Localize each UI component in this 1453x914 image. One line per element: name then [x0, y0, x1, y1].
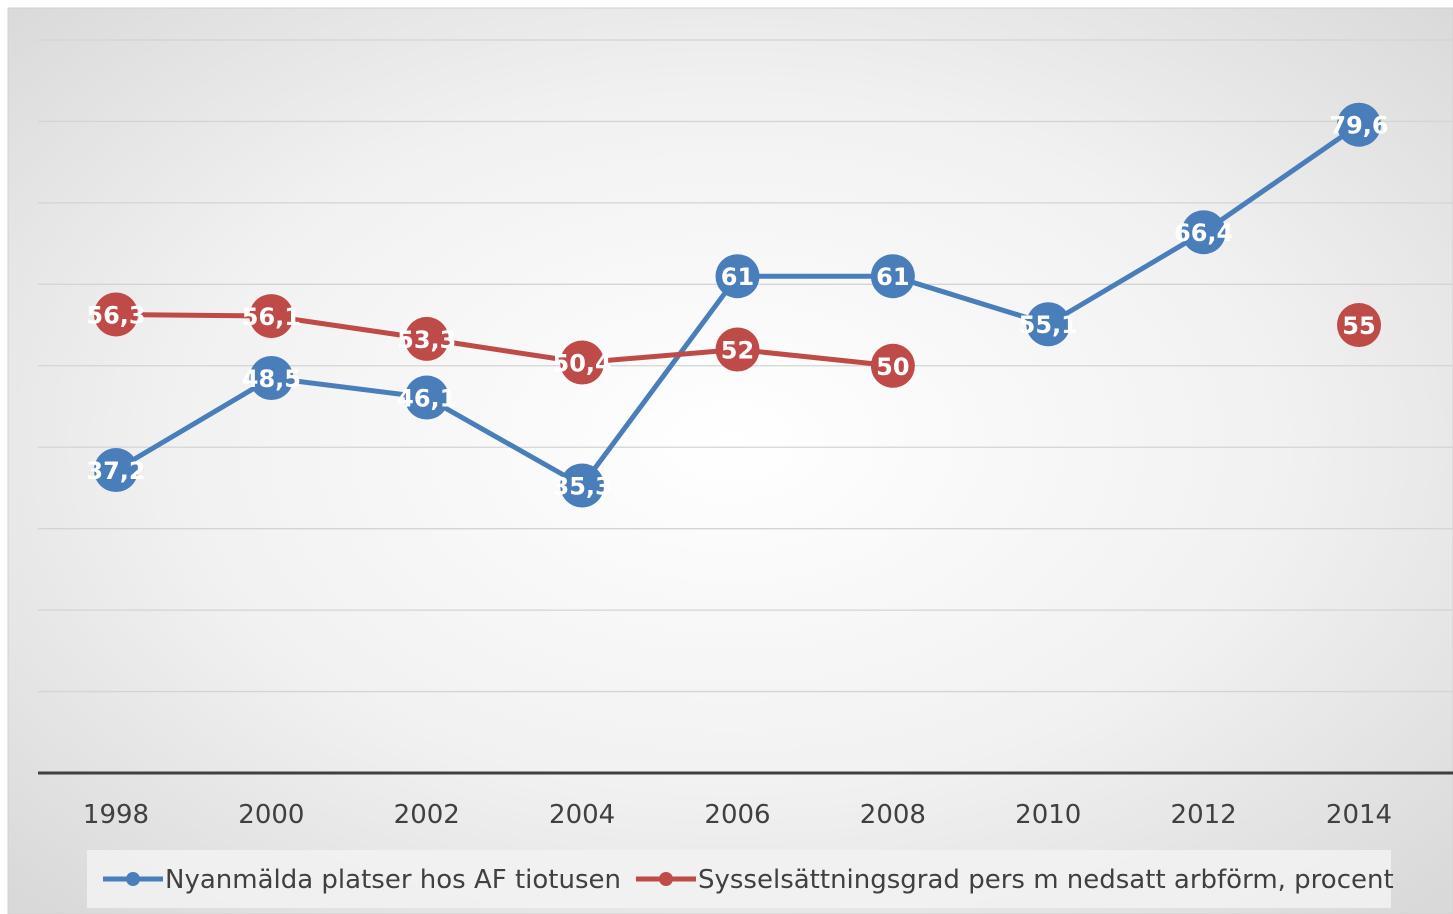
x-tick-label: 2012: [1171, 800, 1237, 830]
x-axis: 1998 2000 2002 2004 2006 2008 2010 2012 2014: [38, 771, 1453, 830]
data-label: 56,3: [86, 301, 145, 329]
data-label: 50,4: [553, 350, 612, 378]
legend-label: Nyanmälda platser hos AF tiotusen: [165, 865, 621, 895]
data-label: 61: [721, 263, 754, 291]
data-point: [870, 254, 915, 299]
data-point: [870, 343, 915, 388]
data-point: [560, 463, 605, 508]
data-label: 61: [876, 263, 909, 291]
x-tick-label: 2004: [549, 800, 615, 830]
series-2: 56,3 56,1 53,3 50,4 52 50 55: [86, 292, 1381, 388]
legend-item-1: Nyanmälda platser hos AF tiotusen: [103, 865, 621, 895]
x-tick-label: 2000: [238, 800, 304, 830]
chart-area: [7, 7, 1453, 914]
data-label: 48,5: [242, 365, 301, 393]
data-label: 37,2: [86, 457, 145, 485]
data-label: 66,4: [1174, 219, 1233, 247]
data-point: [94, 292, 138, 337]
legend-box: [87, 850, 1391, 908]
data-point: [1026, 302, 1071, 347]
legend-item-2: Sysselsättningsgrad pers m nedsatt arbfö…: [636, 865, 1394, 895]
data-label: 53,3: [397, 326, 456, 354]
data-label: 46,1: [397, 385, 456, 413]
data-point: [715, 327, 760, 372]
data-point: [715, 254, 760, 299]
x-tick-label: 2006: [704, 800, 770, 830]
data-label: 79,6: [1329, 112, 1388, 140]
x-tick-label: 2002: [394, 800, 460, 830]
x-tick-label: 1998: [83, 800, 149, 830]
data-label: 55,1: [1019, 311, 1078, 339]
data-point: [1181, 210, 1226, 255]
legend-marker: [126, 872, 140, 886]
legend: Nyanmälda platser hos AF tiotusen Syssels…: [87, 850, 1394, 908]
series-1: 37,2 48,5 46,1 35,3 61 61 55,1 66,4 79,6: [86, 102, 1389, 508]
x-tick-label: 2014: [1326, 800, 1392, 830]
data-point: [1337, 102, 1381, 147]
data-point: [1337, 303, 1381, 348]
data-label: 35,3: [553, 473, 612, 501]
data-point: [249, 355, 294, 400]
data-label: 56,1: [242, 303, 301, 331]
data-point: [249, 294, 294, 339]
series-group: 37,2 48,5 46,1 35,3 61 61 55,1 66,4 79,6 56,3 56,1…: [86, 102, 1389, 508]
legend-marker: [659, 872, 673, 886]
data-label: 52: [721, 336, 754, 364]
data-point: [560, 340, 605, 385]
series-line: [113, 311, 896, 369]
data-point: [404, 316, 449, 361]
x-tick-label: 2008: [860, 800, 926, 830]
legend-label: Sysselsättningsgrad pers m nedsatt arbfö…: [698, 865, 1394, 895]
data-point: [404, 375, 449, 420]
data-point: [94, 448, 138, 493]
data-label: 50: [876, 353, 909, 381]
data-label: 55: [1342, 312, 1375, 340]
x-tick-label: 2010: [1015, 800, 1081, 830]
